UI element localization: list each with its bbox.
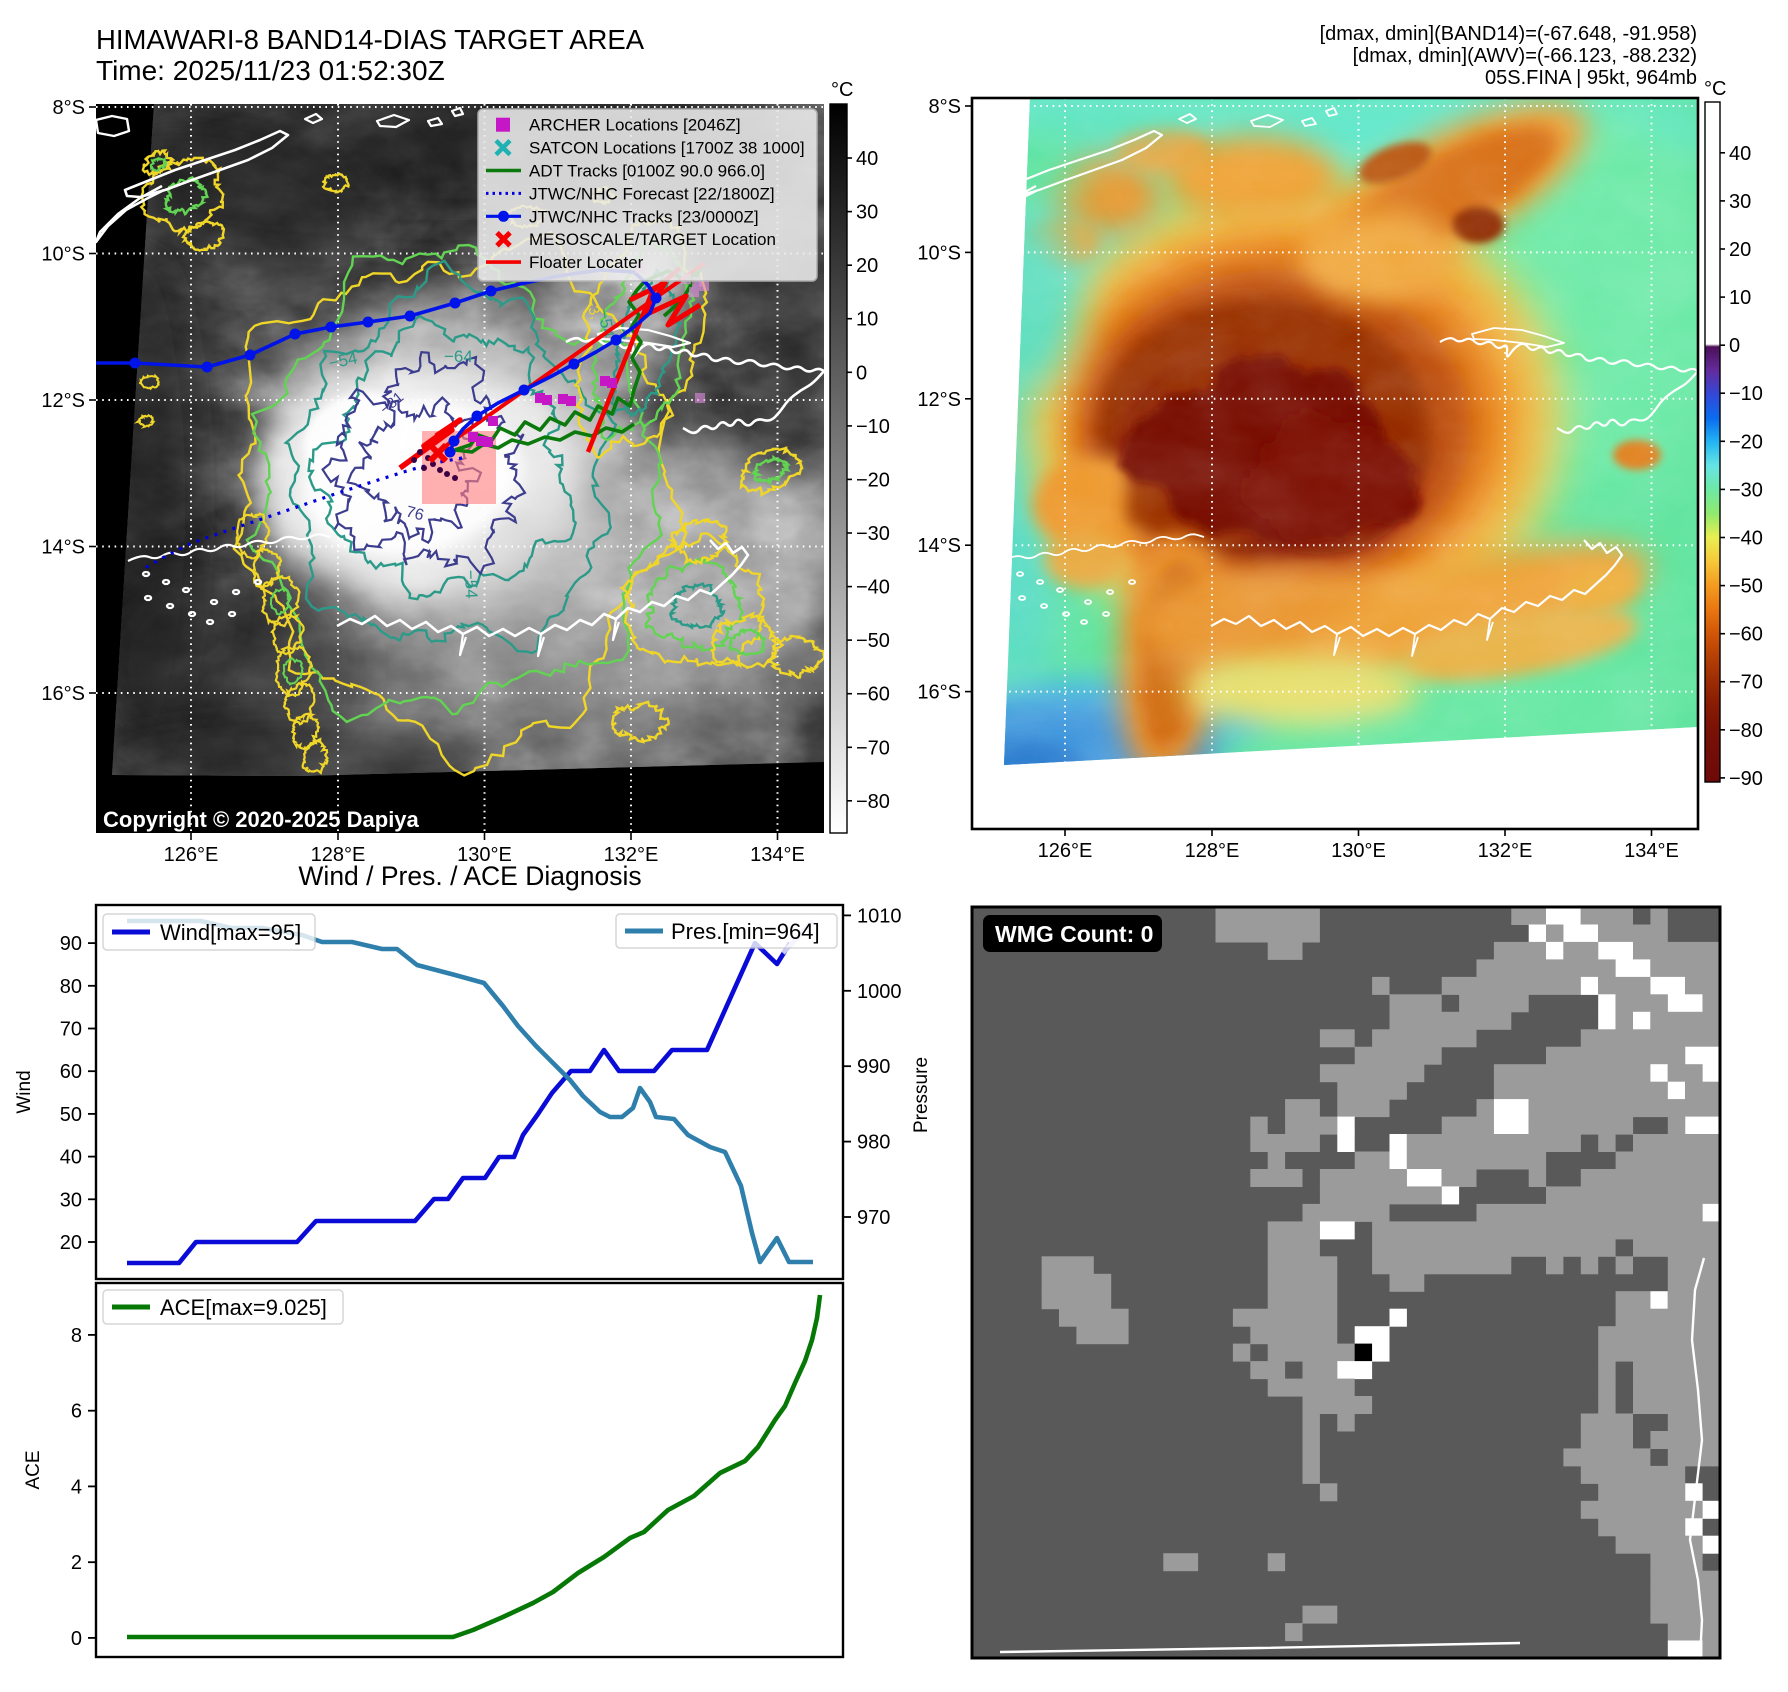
svg-text:50: 50: [60, 1104, 82, 1126]
svg-text:126°E: 126°E: [164, 844, 219, 866]
svg-text:70: 70: [60, 1019, 82, 1041]
svg-text:10°S: 10°S: [917, 242, 961, 264]
svg-text:−54: −54: [461, 569, 481, 598]
svg-text:−30: −30: [856, 523, 890, 545]
svg-text:76: 76: [404, 503, 426, 524]
svg-text:−80: −80: [856, 791, 890, 813]
svg-text:1010: 1010: [857, 905, 902, 927]
svg-text:−90: −90: [1729, 768, 1763, 790]
svg-text:6: 6: [71, 1401, 82, 1423]
svg-text:−3,: −3,: [581, 296, 604, 322]
svg-text:90: 90: [60, 933, 82, 955]
svg-text:ARCHER Locations [2046Z]: ARCHER Locations [2046Z]: [529, 116, 741, 135]
svg-text:−20: −20: [856, 469, 890, 491]
svg-text:132°E: 132°E: [604, 844, 659, 866]
svg-text:0: 0: [1729, 335, 1740, 357]
svg-text:14°S: 14°S: [917, 535, 961, 557]
svg-text:30: 30: [60, 1189, 82, 1211]
svg-text:20: 20: [60, 1232, 82, 1254]
svg-text:14°S: 14°S: [41, 537, 85, 559]
svg-text:WMG Count: 0: WMG Count: 0: [995, 921, 1153, 947]
svg-text:970: 970: [857, 1207, 890, 1229]
svg-text:980: 980: [857, 1132, 890, 1154]
svg-text:−64: −64: [444, 347, 473, 366]
svg-text:80: 80: [60, 976, 82, 998]
svg-text:0: 0: [856, 362, 867, 384]
svg-text:128°E: 128°E: [1185, 840, 1240, 862]
svg-text:JTWC/NHC Tracks [23/0000Z]: JTWC/NHC Tracks [23/0000Z]: [529, 207, 759, 226]
svg-text:130°E: 130°E: [1331, 840, 1386, 862]
svg-text:0: 0: [71, 1628, 82, 1650]
svg-text:Pres.[min=964]: Pres.[min=964]: [671, 919, 820, 944]
svg-text:126°E: 126°E: [1038, 840, 1093, 862]
svg-text:−30: −30: [1729, 479, 1763, 501]
svg-text:Floater Locater: Floater Locater: [529, 253, 644, 272]
svg-text:60: 60: [60, 1061, 82, 1083]
svg-text:40: 40: [1729, 143, 1751, 165]
svg-text:JTWC/NHC Forecast [22/1800Z]: JTWC/NHC Forecast [22/1800Z]: [529, 184, 775, 203]
svg-text:134°E: 134°E: [1624, 840, 1679, 862]
svg-text:−70: −70: [1729, 672, 1763, 694]
svg-text:1000: 1000: [857, 981, 902, 1003]
svg-text:8°S: 8°S: [929, 96, 961, 118]
svg-text:Pressure: Pressure: [911, 1057, 932, 1133]
svg-text:10: 10: [1729, 287, 1751, 309]
svg-text:ACE[max=9.025]: ACE[max=9.025]: [160, 1295, 327, 1320]
svg-text:990: 990: [857, 1056, 890, 1078]
svg-text:10°S: 10°S: [41, 244, 85, 266]
svg-text:30: 30: [1729, 191, 1751, 213]
svg-text:−40: −40: [1729, 528, 1763, 550]
svg-text:Wind[max=95]: Wind[max=95]: [160, 920, 301, 945]
svg-text:130°E: 130°E: [457, 844, 512, 866]
svg-text:Time: 2025/11/23 01:52:30Z: Time: 2025/11/23 01:52:30Z: [96, 55, 445, 86]
svg-text:[dmax, dmin](AWV)=(-66.123, -8: [dmax, dmin](AWV)=(-66.123, -88.232): [1353, 45, 1697, 67]
svg-text:8°S: 8°S: [53, 97, 85, 119]
svg-text:05S.FINA | 95kt, 964mb: 05S.FINA | 95kt, 964mb: [1485, 67, 1697, 89]
svg-text:16°S: 16°S: [917, 682, 961, 704]
svg-text:−20: −20: [1729, 431, 1763, 453]
svg-text:20: 20: [856, 255, 878, 277]
svg-text:2: 2: [71, 1552, 82, 1574]
svg-text:128°E: 128°E: [311, 844, 366, 866]
svg-text:−10: −10: [856, 416, 890, 438]
svg-text:−60: −60: [1729, 624, 1763, 646]
svg-text:12°S: 12°S: [41, 390, 85, 412]
svg-text:132°E: 132°E: [1478, 840, 1533, 862]
svg-text:−70: −70: [856, 737, 890, 759]
svg-text:−50: −50: [1729, 576, 1763, 598]
svg-text:[dmax, dmin](BAND14)=(-67.648,: [dmax, dmin](BAND14)=(-67.648, -91.958): [1320, 23, 1697, 45]
svg-text:°C: °C: [831, 79, 853, 101]
svg-text:°C: °C: [1704, 78, 1726, 100]
svg-text:12°S: 12°S: [917, 389, 961, 411]
svg-text:−40: −40: [856, 577, 890, 599]
svg-text:134°E: 134°E: [750, 844, 805, 866]
svg-text:4: 4: [71, 1476, 82, 1498]
svg-text:−10: −10: [1729, 383, 1763, 405]
svg-text:ACE: ACE: [23, 1450, 44, 1489]
svg-text:ADT Tracks [0100Z 90.0 966.0]: ADT Tracks [0100Z 90.0 966.0]: [529, 162, 765, 181]
svg-text:Wind / Pres. / ACE Diagnosis: Wind / Pres. / ACE Diagnosis: [298, 861, 641, 891]
svg-text:40: 40: [856, 148, 878, 170]
svg-text:MESOSCALE/TARGET Location: MESOSCALE/TARGET Location: [529, 230, 776, 249]
svg-text:−50: −50: [856, 630, 890, 652]
svg-text:−80: −80: [1729, 720, 1763, 742]
svg-text:30: 30: [856, 202, 878, 224]
svg-text:HIMAWARI-8 BAND14-DIAS TARGET: HIMAWARI-8 BAND14-DIAS TARGET AREA: [96, 24, 645, 55]
svg-text:8: 8: [71, 1325, 82, 1347]
svg-text:Wind: Wind: [14, 1070, 35, 1113]
svg-text:40: 40: [60, 1147, 82, 1169]
svg-text:20: 20: [1729, 239, 1751, 261]
svg-text:10: 10: [856, 309, 878, 331]
svg-text:SATCON Locations [1700Z 38 100: SATCON Locations [1700Z 38 1000]: [529, 139, 805, 158]
svg-text:16°S: 16°S: [41, 683, 85, 705]
svg-text:−60: −60: [856, 684, 890, 706]
svg-text:Copyright © 2020-2025 Dapiya: Copyright © 2020-2025 Dapiya: [103, 807, 420, 832]
